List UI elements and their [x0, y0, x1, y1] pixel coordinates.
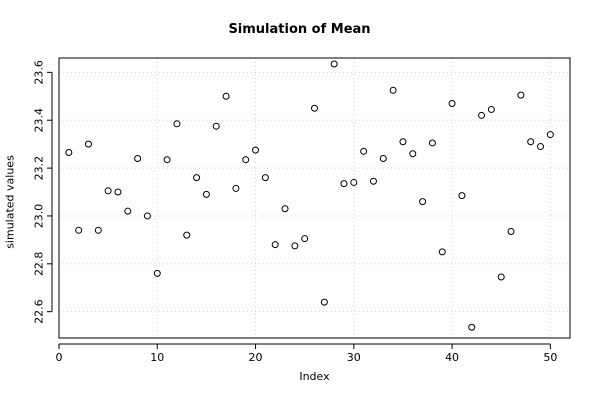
- data-point-10: [153, 269, 161, 277]
- data-point-14: [193, 174, 201, 182]
- data-point-49: [537, 143, 545, 151]
- data-point-36: [409, 150, 417, 158]
- data-point-21: [261, 174, 269, 182]
- data-point-44: [487, 105, 495, 113]
- data-point-20: [252, 146, 260, 154]
- data-point-45: [497, 273, 505, 281]
- data-point-47: [517, 91, 525, 99]
- data-point-23: [281, 205, 289, 213]
- data-point-29: [340, 180, 348, 188]
- y-tick-label-3: 23.2: [33, 156, 46, 181]
- y-axis-label: simulated values: [3, 155, 17, 249]
- data-point-11: [163, 156, 171, 164]
- data-point-26: [311, 104, 318, 112]
- data-point-8: [134, 155, 142, 163]
- data-point-34: [389, 86, 397, 94]
- data-point-39: [438, 248, 446, 256]
- data-point-48: [527, 138, 535, 146]
- data-point-7: [124, 207, 132, 215]
- data-point-46: [507, 228, 515, 236]
- chart-title: Simulation of Mean: [228, 22, 371, 37]
- data-point-32: [369, 177, 377, 185]
- x-axis-label: Index: [299, 370, 330, 383]
- data-point-43: [478, 111, 486, 119]
- data-points: [65, 60, 554, 331]
- data-point-35: [399, 138, 407, 146]
- y-axis: 22.6 22.8 23.0 23.2 23.4 23.6: [33, 60, 53, 324]
- data-point-30: [350, 178, 358, 186]
- data-point-18: [232, 184, 240, 192]
- data-point-9: [143, 212, 151, 220]
- data-point-31: [360, 147, 368, 155]
- x-tick-label-3: 30: [347, 351, 361, 364]
- y-tick-label-4: 23.4: [33, 108, 46, 133]
- data-point-4: [94, 226, 102, 234]
- y-tick-label-5: 23.6: [33, 60, 46, 85]
- data-point-19: [242, 156, 250, 164]
- x-axis: 0 10 20 30 40 50: [56, 343, 557, 364]
- data-point-50: [546, 131, 554, 139]
- data-point-24: [291, 242, 299, 250]
- data-point-41: [458, 192, 466, 200]
- data-point-17: [222, 92, 230, 100]
- x-tick-label-4: 40: [445, 351, 459, 364]
- y-tick-label-0: 22.6: [33, 299, 46, 324]
- data-point-2: [75, 226, 83, 234]
- grid-lines: [58, 58, 570, 338]
- data-point-25: [301, 235, 309, 243]
- data-point-37: [419, 198, 427, 206]
- data-point-12: [173, 120, 181, 128]
- data-point-22: [271, 241, 279, 249]
- y-tick-label-1: 22.8: [33, 252, 46, 277]
- data-point-1: [65, 149, 73, 157]
- data-point-13: [183, 231, 191, 239]
- data-point-16: [212, 122, 220, 130]
- data-point-5: [104, 187, 112, 195]
- x-tick-label-2: 20: [249, 351, 263, 364]
- x-tick-label-1: 10: [150, 351, 164, 364]
- data-point-38: [428, 139, 436, 147]
- x-tick-label-5: 50: [543, 351, 557, 364]
- plot-frame: [58, 57, 571, 339]
- x-tick-label-0: 0: [56, 351, 63, 364]
- data-point-40: [448, 99, 456, 107]
- data-point-6: [114, 188, 122, 196]
- data-point-27: [320, 298, 328, 306]
- data-point-15: [202, 190, 210, 198]
- data-point-28: [330, 60, 338, 68]
- data-point-42: [468, 323, 476, 331]
- data-point-3: [84, 140, 92, 148]
- y-tick-label-2: 23.0: [33, 204, 46, 229]
- data-point-33: [379, 155, 387, 163]
